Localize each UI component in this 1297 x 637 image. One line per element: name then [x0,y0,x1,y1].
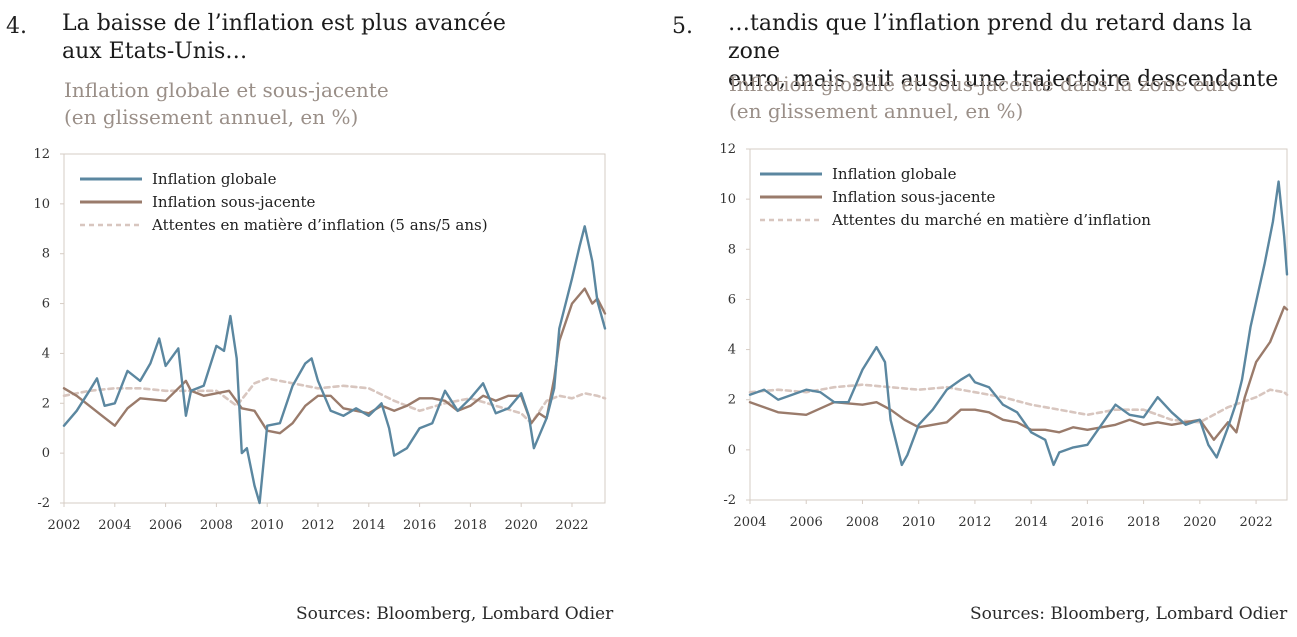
y-tick-label: 12 [719,142,736,157]
y-tick-label: 12 [33,147,50,162]
y-tick-label: 2 [42,396,50,411]
legend-label-inflation-sous-jacente: Inflation sous-jacente [152,193,316,211]
chart-subtitle-right-line1: Inflation globale et sous-jacente dans l… [729,72,1239,96]
x-tick-label: 2022 [555,518,588,533]
chart-us-inflation: -2 0 2 4 6 8 10 12 2002 2004 2006 2008 2010 2012 2014 2… [33,147,607,533]
x-tick-label: 2004 [733,515,766,530]
chart-subtitle-left-line2: (en glissement annuel, en %) [64,105,359,129]
legend-label-attentes-du-marche-en-matie-re-d-inflation: Attentes du marché en matière d’inflatio… [831,211,1151,229]
y-tick-label: 8 [728,242,736,257]
x-tick-label: 2008 [846,515,879,530]
y-tick-label: 10 [33,197,50,212]
y-tick-label: 4 [42,346,50,361]
chart-eurozone-inflation: -2 0 2 4 6 8 10 12 2004 2006 2008 2010 2012 2014 2016 2… [719,142,1289,530]
y-tick-label: 4 [728,343,736,358]
x-tick-label: 2010 [251,518,284,533]
chart-title-left-line2: aux Etats-Unis… [62,39,248,64]
y-tick-label: 0 [728,443,736,458]
source-left: Sources: Bloomberg, Lombard Odier [296,604,614,624]
x-tick-label: 2012 [301,518,334,533]
legend-label-inflation-globale: Inflation globale [152,170,277,188]
y-tick-label: 6 [42,297,50,312]
chart-subtitle-right-line2: (en glissement annuel, en %) [729,99,1024,123]
y-tick-label: 10 [719,192,736,207]
chart-subtitle-right: Inflation globale et sous-jacente dans l… [729,71,1239,125]
x-tick-label: 2006 [149,518,182,533]
x-tick-label: 2014 [1015,515,1048,530]
chart-title-left-line1: La baisse de l’inflation est plus avancé… [62,11,506,36]
x-tick-label: 2018 [1127,515,1160,530]
series-line-attentes-du-marche-en-matie-re-d-inflation [748,383,1289,424]
legend-label-inflation-sous-jacente: Inflation sous-jacente [832,188,996,206]
x-tick-label: 2004 [98,518,131,533]
x-tick-label: 2016 [1071,515,1104,530]
y-tick-label: -2 [723,493,736,508]
y-tick-label: 6 [728,292,736,307]
y-tick-label: -2 [37,496,50,511]
x-tick-label: 2014 [352,518,385,533]
x-tick-label: 2012 [958,515,991,530]
x-tick-label: 2020 [1183,515,1216,530]
x-tick-label: 2020 [505,518,538,533]
chart-title-left: La baisse de l’inflation est plus avancé… [62,10,506,66]
x-tick-label: 2006 [790,515,823,530]
chart-number-left: 4. [6,14,27,39]
chart-title-right-line1: …tandis que l’inflation prend du retard … [728,11,1253,64]
chart-subtitle-left-line1: Inflation globale et sous-jacente [64,78,389,102]
y-tick-label: 0 [42,446,50,461]
plot-frame [749,148,1288,501]
y-tick-label: 2 [728,393,736,408]
series-line-attentes-en-matie-re-d-inflation-5-ans-5-ans [62,377,607,425]
x-tick-label: 2010 [902,515,935,530]
chart-number-right: 5. [672,14,693,39]
y-tick-label: 8 [42,247,50,262]
chart-subtitle-left: Inflation globale et sous-jacente (en gl… [64,77,389,131]
legend-label-inflation-globale: Inflation globale [832,165,957,183]
x-tick-label: 2016 [403,518,436,533]
series-line-inflation-globale [62,225,607,505]
source-right: Sources: Bloomberg, Lombard Odier [970,604,1288,624]
legend-label-attentes-en-matie-re-d-inflation-5-ans-5-ans: Attentes en matière d’inflation (5 ans/5… [151,216,488,234]
chart-title-right: …tandis que l’inflation prend du retard … [728,10,1297,94]
x-tick-label: 2002 [47,518,80,533]
x-tick-label: 2008 [200,518,233,533]
x-tick-label: 2018 [454,518,487,533]
chart-title-right-line2: euro, mais suit aussi une trajectoire de… [728,67,1279,92]
x-tick-label: 2022 [1240,515,1273,530]
series-line-inflation-globale [748,180,1289,467]
